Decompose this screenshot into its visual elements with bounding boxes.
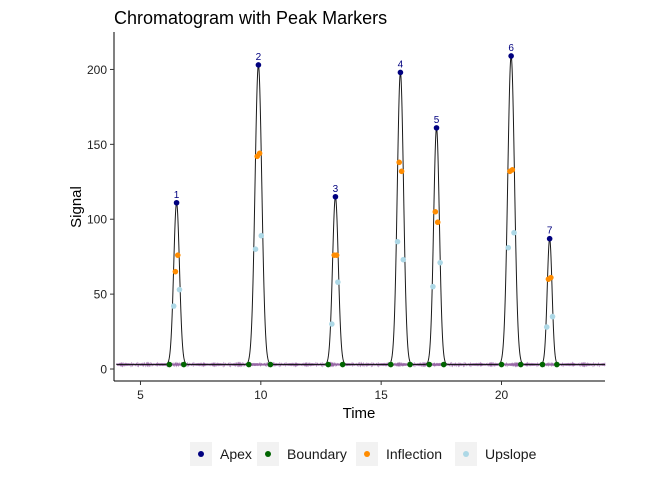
- x-axis-label: Time: [343, 405, 376, 422]
- x-tick-label: 5: [137, 388, 144, 402]
- boundary-marker: [426, 361, 433, 368]
- y-tick-label: 100: [87, 213, 107, 227]
- peak-label: 1: [174, 190, 180, 201]
- boundary-marker: [267, 361, 274, 368]
- boundary-marker: [166, 361, 173, 368]
- inflection-marker: [396, 159, 403, 166]
- apex-marker: [433, 125, 440, 131]
- peak-label: 4: [398, 59, 404, 70]
- inflection-marker: [548, 274, 554, 281]
- x-tick-label: 15: [374, 388, 388, 402]
- legend-label-boundary: Boundary: [287, 446, 347, 462]
- y-tick-label: 150: [87, 138, 107, 152]
- y-tick-label: 50: [94, 288, 108, 302]
- boundary-marker: [339, 361, 346, 368]
- boundary-marker: [539, 361, 546, 368]
- legend-key-upslope: [463, 451, 469, 457]
- inflection-marker: [509, 167, 516, 173]
- x-tick-label: 10: [254, 388, 268, 402]
- upslope-marker: [437, 259, 443, 266]
- upslope-marker: [176, 286, 183, 293]
- boundary-marker: [180, 361, 187, 368]
- apex-marker: [332, 193, 339, 200]
- upslope-marker: [252, 246, 259, 252]
- peak-label: 7: [547, 226, 553, 237]
- apex-marker: [255, 62, 262, 68]
- x-tick-label: 20: [495, 388, 509, 402]
- inflection-marker: [398, 168, 405, 175]
- boundary-marker: [245, 361, 252, 368]
- boundary-marker: [440, 361, 447, 368]
- boundary-marker: [554, 361, 560, 368]
- upslope-marker: [543, 324, 550, 330]
- upslope-marker: [400, 256, 407, 263]
- chart-title: Chromatogram with Peak Markers: [114, 8, 387, 28]
- peak-label: 5: [434, 115, 440, 126]
- upslope-marker: [511, 229, 517, 236]
- boundary-marker: [407, 361, 413, 368]
- inflection-marker: [333, 252, 340, 258]
- legend: Apex Boundary Inflection Upslope: [190, 442, 537, 466]
- boundary-marker: [387, 361, 394, 368]
- boundary-marker: [325, 361, 332, 368]
- inflection-marker: [434, 219, 441, 226]
- upslope-marker: [170, 303, 177, 309]
- upslope-marker: [430, 283, 436, 290]
- upslope-marker: [335, 279, 341, 285]
- inflection-marker: [174, 252, 181, 258]
- apex-marker: [508, 53, 514, 59]
- boundary-marker: [498, 361, 505, 368]
- upslope-marker: [394, 238, 401, 245]
- upslope-marker: [329, 321, 335, 327]
- apex-marker: [546, 235, 553, 242]
- inflection-marker: [256, 150, 263, 157]
- upslope-marker: [258, 232, 265, 239]
- y-tick-label: 200: [87, 63, 107, 77]
- peak-label: 3: [333, 184, 339, 195]
- peak-label: 2: [256, 52, 262, 63]
- legend-label-apex: Apex: [220, 446, 252, 462]
- inflection-marker: [172, 268, 179, 275]
- y-axis-label: Signal: [68, 186, 85, 228]
- legend-label-upslope: Upslope: [485, 446, 537, 462]
- inflection-marker: [432, 208, 439, 215]
- y-tick-label: 0: [100, 363, 107, 377]
- peak-label: 6: [508, 43, 514, 54]
- apex-marker: [397, 69, 404, 76]
- legend-key-boundary: [265, 451, 271, 457]
- apex-marker: [173, 199, 180, 206]
- signal-trace: [116, 54, 605, 366]
- upslope-marker: [505, 244, 512, 251]
- legend-key-apex: [198, 451, 204, 457]
- legend-label-inflection: Inflection: [386, 446, 442, 462]
- legend-key-inflection: [364, 451, 370, 457]
- boundary-marker: [517, 361, 524, 368]
- upslope-marker: [549, 313, 556, 320]
- plot-area: 0 50 100 150 200 5 10 15 20 1 2 3 4 5 6 7: [87, 32, 606, 402]
